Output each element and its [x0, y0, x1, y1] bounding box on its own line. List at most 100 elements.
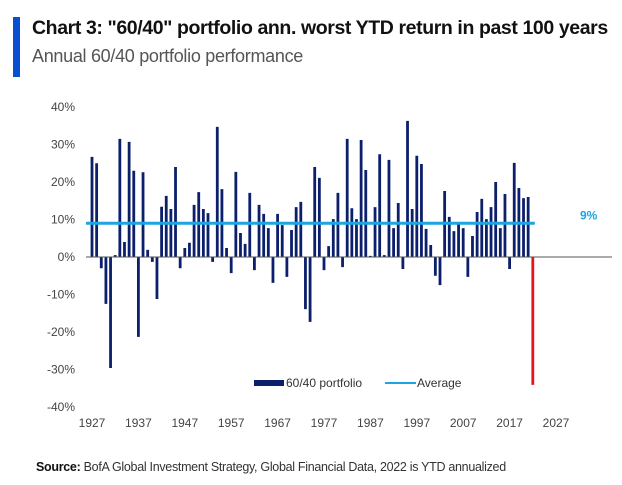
- bar-1964: [262, 213, 266, 257]
- y-tick-label: -40%: [47, 400, 75, 414]
- x-axis-ticks: 1927 1937 1947 1957 1967 1977 1987 1997 2007 2017…: [79, 416, 570, 430]
- bar-1970: [290, 230, 293, 257]
- source-label: Source:: [36, 460, 81, 474]
- bar-2001: [433, 257, 437, 276]
- bar-1939: [146, 249, 150, 257]
- bar-1962: [253, 257, 256, 271]
- bar-2005: [452, 231, 456, 257]
- bar-2018: [512, 162, 516, 257]
- bar-1966: [271, 257, 275, 283]
- bar-1971: [294, 207, 298, 257]
- bar-2000: [429, 245, 433, 257]
- bar-1928: [95, 163, 99, 257]
- bar-1979: [331, 219, 335, 257]
- bar-1947: [183, 248, 187, 257]
- bar-1949: [192, 204, 196, 257]
- bar-1954: [215, 126, 219, 257]
- y-tick-label: 30%: [51, 138, 75, 152]
- bar-1937: [137, 257, 140, 337]
- average-label: 9%: [580, 208, 598, 222]
- bar-1944: [169, 209, 173, 257]
- bar-1985: [359, 140, 363, 257]
- bar-1930: [104, 257, 108, 304]
- x-tick-label: 2017: [496, 416, 523, 430]
- bar-2016: [503, 194, 507, 257]
- bar-1998: [420, 164, 423, 257]
- bar-1934: [123, 242, 126, 257]
- x-tick-label: 1997: [403, 416, 430, 430]
- bar-1968: [280, 225, 284, 257]
- bar-2021: [526, 197, 530, 257]
- bar-highlight-2022: [531, 257, 535, 385]
- bar-2017: [508, 257, 511, 269]
- bar-1969: [285, 257, 289, 277]
- bar-1935: [127, 141, 131, 257]
- x-tick-label: 1927: [79, 416, 106, 430]
- legend-swatch-portfolio: [254, 380, 284, 386]
- bar-1999: [424, 228, 428, 257]
- bar-1975: [313, 167, 317, 257]
- bar-1948: [188, 242, 191, 257]
- x-tick-label: 1957: [218, 416, 245, 430]
- bar-1943: [164, 195, 168, 257]
- x-tick-label: 2007: [450, 416, 477, 430]
- bar-1994: [401, 257, 405, 269]
- bar-1946: [178, 257, 182, 269]
- bar-1996: [410, 209, 414, 257]
- bar-2020: [522, 198, 525, 257]
- bar-1945: [174, 167, 177, 257]
- bar-1956: [225, 248, 228, 257]
- title-accent-bar: [13, 17, 20, 77]
- y-tick-label: 0%: [58, 250, 76, 264]
- chart-subtitle: Annual 60/40 portfolio performance: [32, 46, 303, 66]
- bar-1978: [327, 246, 331, 257]
- source-note: Source: BofA Global Investment Strategy,…: [36, 460, 506, 474]
- bar-2009: [471, 236, 474, 257]
- legend: 60/40 portfolio Average: [254, 376, 462, 390]
- bar-1952: [206, 213, 210, 257]
- bar-1982: [345, 138, 349, 257]
- bar-1988: [373, 207, 377, 257]
- bar-1942: [160, 206, 163, 257]
- x-tick-label: 1977: [311, 416, 338, 430]
- bar-2010: [475, 212, 479, 257]
- chart-title: Chart 3: "60/40" portfolio ann. worst YT…: [32, 17, 608, 39]
- bar-1961: [248, 192, 252, 257]
- x-tick-label: 1987: [357, 416, 384, 430]
- bar-2014: [494, 182, 498, 257]
- bar-1965: [266, 228, 270, 257]
- bar-1986: [364, 170, 368, 257]
- bar-1959: [239, 233, 242, 257]
- x-tick-label: 1967: [264, 416, 291, 430]
- y-tick-label: 40%: [51, 100, 75, 114]
- bar-1940: [150, 257, 154, 262]
- bar-2006: [457, 222, 460, 257]
- legend-label-average: Average: [417, 376, 462, 390]
- bar-1984: [355, 219, 358, 257]
- bar-1976: [317, 177, 321, 257]
- bar-1992: [392, 228, 395, 257]
- bar-2007: [461, 228, 465, 257]
- bar-1989: [378, 154, 382, 257]
- x-tick-label: 1937: [125, 416, 152, 430]
- bar-1932: [113, 255, 117, 257]
- bar-1929: [99, 257, 103, 269]
- x-tick-label: 2027: [543, 416, 570, 430]
- bar-1927: [90, 156, 94, 257]
- bar-2012: [485, 219, 488, 257]
- bar-2002: [438, 257, 442, 286]
- bar-1995: [406, 120, 409, 257]
- bar-2011: [480, 198, 484, 257]
- bar-2004: [447, 216, 451, 257]
- bar-1997: [415, 155, 419, 257]
- y-axis-ticks: 40% 30% 20% 10% 0% -10% -20% -30% -40%: [47, 100, 75, 414]
- bar-2015: [498, 228, 502, 257]
- bar-1933: [118, 138, 122, 257]
- bar-1951: [201, 209, 205, 257]
- y-tick-label: 20%: [51, 175, 75, 189]
- bar-1981: [341, 257, 344, 268]
- bar-1987: [369, 255, 372, 257]
- bar-1953: [211, 257, 215, 262]
- y-tick-label: -30%: [47, 363, 75, 377]
